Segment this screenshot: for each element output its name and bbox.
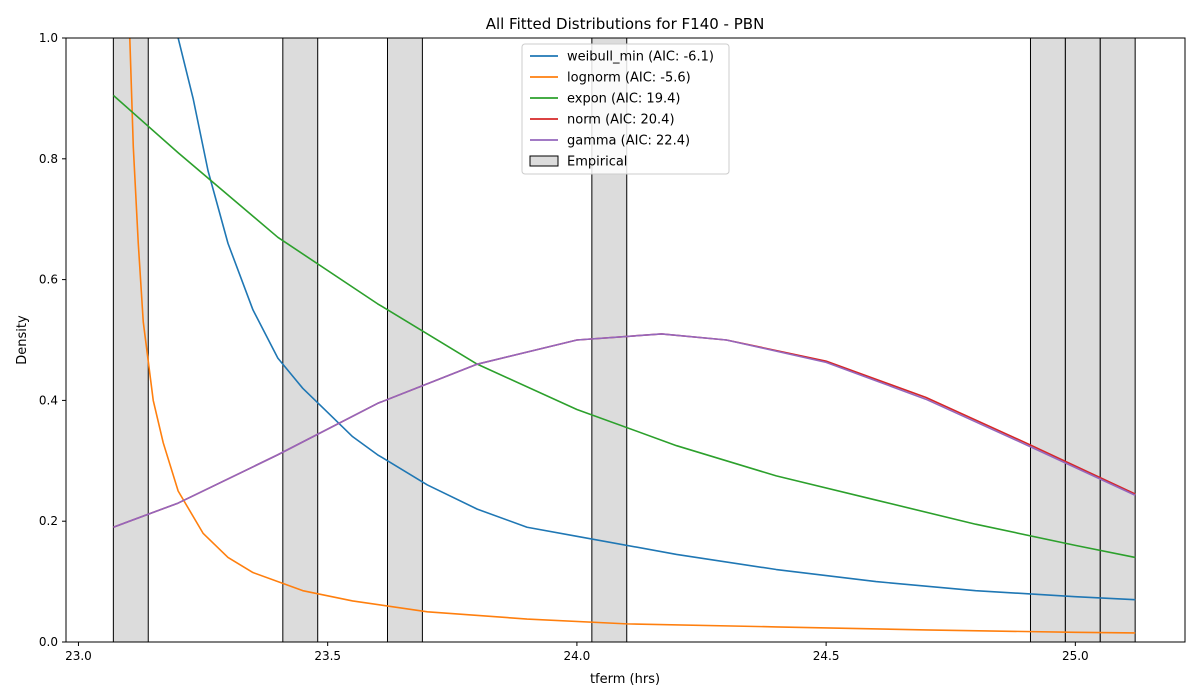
legend-label: norm (AIC: 20.4) (567, 113, 675, 128)
histogram-bar-1 (112, 37, 149, 643)
histogram-bar-5 (1029, 37, 1066, 643)
x-tick-label: 25.0 (1062, 649, 1089, 663)
series-line-lognorm (129, 38, 1136, 634)
histogram-bar-2 (282, 37, 319, 643)
series-line-gamma (113, 333, 1136, 528)
legend-label: gamma (AIC: 22.4) (567, 134, 690, 149)
legend-label: lognorm (AIC: -5.6) (567, 71, 691, 86)
legend-label: weibull_min (AIC: -6.1) (567, 50, 714, 65)
x-axis-label: tferm (hrs) (590, 672, 660, 687)
y-tick-label: 1.0 (39, 31, 58, 45)
histogram-bar-3 (386, 37, 423, 643)
y-tick-label: 0.4 (39, 393, 58, 407)
legend-label: expon (AIC: 19.4) (567, 92, 680, 107)
chart-title: All Fitted Distributions for F140 - PBN (486, 15, 765, 33)
fitted-curves (112, 38, 1136, 634)
y-tick-label: 0.6 (39, 273, 58, 287)
histogram-bar-6 (1064, 37, 1101, 643)
y-axis-label: Density (15, 315, 30, 365)
x-tick-label: 24.5 (813, 649, 840, 663)
y-tick-label: 0.0 (39, 635, 58, 649)
x-axis-ticks: 23.0 23.5 24.0 24.5 25.0 (65, 642, 1089, 663)
x-tick-label: 24.0 (564, 649, 591, 663)
histogram-bars (112, 37, 1136, 643)
legend-label: Empirical (567, 155, 627, 170)
plot-area-frame (65, 37, 1186, 643)
x-tick-label: 23.5 (314, 649, 341, 663)
x-tick-label: 23.0 (65, 649, 92, 663)
histogram-bar-7 (1099, 37, 1136, 643)
legend-box (521, 43, 730, 175)
y-tick-label: 0.2 (39, 514, 58, 528)
legend: weibull_min (AIC: -6.1) lognorm (AIC: -5.… (521, 43, 730, 175)
series-line-weibull_min (177, 38, 1136, 601)
y-axis-ticks: 0.0 0.2 0.4 0.6 0.8 1.0 (39, 31, 66, 649)
legend-swatch-empirical (529, 155, 559, 167)
y-tick-label: 0.8 (39, 152, 58, 166)
series-line-expon (112, 94, 1136, 559)
